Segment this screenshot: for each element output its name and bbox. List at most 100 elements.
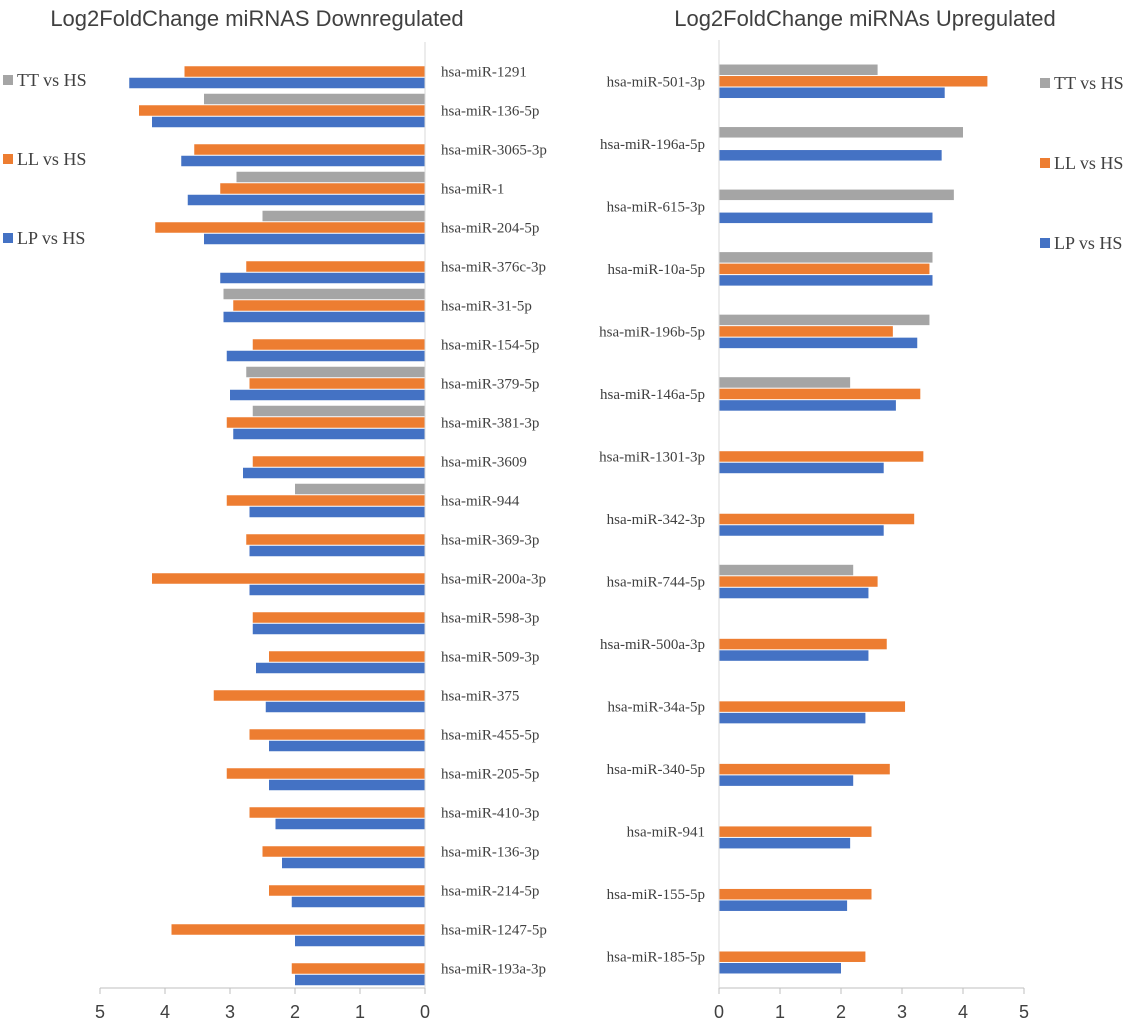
left-legend: TT vs HS LL vs HS LP vs HS bbox=[3, 70, 87, 248]
bar-lp-vs-hs-hsa-mir-196b-5p bbox=[719, 337, 918, 349]
category-label-hsa-mir-136-3p: hsa-miR-136-3p bbox=[441, 845, 539, 861]
right-x-ticks: 0 1 2 3 4 5 bbox=[714, 988, 1029, 1022]
bar-lp-vs-hs-hsa-mir-500a-3p bbox=[719, 650, 869, 661]
bar-lp-vs-hs-hsa-mir-154-5p bbox=[226, 350, 425, 362]
bar-ll-vs-hs-hsa-mir-3609 bbox=[252, 456, 425, 467]
bar-lp-vs-hs-hsa-mir-155-5p bbox=[719, 900, 848, 911]
category-label-hsa-mir-214-5p: hsa-miR-214-5p bbox=[441, 884, 539, 900]
bar-lp-vs-hs-hsa-mir-10a-5p bbox=[719, 275, 933, 286]
bar-tt-vs-hs-hsa-mir-10a-5p bbox=[719, 252, 933, 263]
x-tick-label-2: 2 bbox=[836, 1002, 846, 1022]
legend-label-lp-vs-hs: LP vs HS bbox=[1054, 233, 1122, 253]
bar-lp-vs-hs-hsa-mir-200a-3p bbox=[249, 584, 425, 596]
bar-tt-vs-hs-hsa-mir-1 bbox=[236, 171, 425, 183]
category-label-hsa-mir-1: hsa-miR-1 bbox=[441, 182, 504, 198]
legend-swatch-lp-vs-hs bbox=[3, 233, 13, 243]
category-label-hsa-mir-155-5p: hsa-miR-155-5p bbox=[607, 887, 705, 903]
bar-ll-vs-hs-hsa-mir-375 bbox=[213, 690, 425, 701]
x-tick-label-0: 0 bbox=[420, 1002, 430, 1022]
category-label-hsa-mir-744-5p: hsa-miR-744-5p bbox=[607, 575, 705, 591]
bar-tt-vs-hs-hsa-mir-501-3p bbox=[719, 64, 878, 76]
bar-lp-vs-hs-hsa-mir-501-3p bbox=[719, 87, 945, 99]
bar-ll-vs-hs-hsa-mir-196b-5p bbox=[719, 326, 893, 337]
bar-lp-vs-hs-hsa-mir-1291 bbox=[129, 77, 425, 89]
category-label-hsa-mir-615-3p: hsa-miR-615-3p bbox=[607, 199, 705, 215]
bar-ll-vs-hs-hsa-mir-455-5p bbox=[249, 729, 425, 740]
bar-lp-vs-hs-hsa-mir-204-5p bbox=[204, 233, 425, 245]
category-label-hsa-mir-340-5p: hsa-miR-340-5p bbox=[607, 762, 705, 778]
bar-tt-vs-hs-hsa-mir-196a-5p bbox=[719, 127, 963, 138]
bar-ll-vs-hs-hsa-mir-204-5p bbox=[155, 222, 425, 233]
category-label-hsa-mir-501-3p: hsa-miR-501-3p bbox=[607, 74, 705, 90]
category-label-hsa-mir-381-3p: hsa-miR-381-3p bbox=[441, 416, 539, 432]
bar-ll-vs-hs-hsa-mir-193a-3p bbox=[291, 963, 425, 974]
bar-lp-vs-hs-hsa-mir-376c-3p bbox=[220, 272, 425, 284]
left-category-labels: hsa-miR-1291 hsa-miR-136-5p hsa-miR-3065-3… bbox=[441, 65, 547, 978]
bar-lp-vs-hs-hsa-mir-193a-3p bbox=[295, 974, 425, 986]
bar-lp-vs-hs-hsa-mir-146a-5p bbox=[719, 400, 896, 411]
category-label-hsa-mir-3065-3p: hsa-miR-3065-3p bbox=[441, 143, 547, 159]
bar-lp-vs-hs-hsa-mir-3609 bbox=[243, 467, 425, 479]
bar-ll-vs-hs-hsa-mir-369-3p bbox=[246, 534, 425, 545]
category-label-hsa-mir-375: hsa-miR-375 bbox=[441, 689, 519, 705]
bar-ll-vs-hs-hsa-mir-376c-3p bbox=[246, 261, 425, 272]
bar-ll-vs-hs-hsa-mir-598-3p bbox=[252, 612, 425, 623]
bar-lp-vs-hs-hsa-mir-615-3p bbox=[719, 212, 933, 224]
legend-label-tt-vs-hs: TT vs HS bbox=[17, 70, 87, 90]
bar-ll-vs-hs-hsa-mir-340-5p bbox=[719, 763, 890, 775]
x-tick-label-1: 1 bbox=[355, 1002, 365, 1022]
x-tick-label-3: 3 bbox=[225, 1002, 235, 1022]
category-label-hsa-mir-204-5p: hsa-miR-204-5p bbox=[441, 221, 539, 237]
legend-swatch-tt-vs-hs bbox=[1040, 78, 1050, 88]
bar-ll-vs-hs-hsa-mir-379-5p bbox=[249, 378, 425, 389]
left-plot-area: hsa-miR-1291 hsa-miR-136-5p hsa-miR-3065-3… bbox=[3, 42, 547, 1022]
category-label-hsa-mir-1247-5p: hsa-miR-1247-5p bbox=[441, 923, 547, 939]
bar-lp-vs-hs-hsa-mir-744-5p bbox=[719, 587, 869, 599]
category-label-hsa-mir-31-5p: hsa-miR-31-5p bbox=[441, 299, 532, 315]
bar-lp-vs-hs-hsa-mir-196a-5p bbox=[719, 150, 942, 161]
left-bars bbox=[129, 66, 425, 986]
category-label-hsa-mir-509-3p: hsa-miR-509-3p bbox=[441, 650, 539, 666]
bar-lp-vs-hs-hsa-mir-342-3p bbox=[719, 525, 884, 536]
bar-lp-vs-hs-hsa-mir-598-3p bbox=[252, 623, 425, 635]
bar-ll-vs-hs-hsa-mir-34a-5p bbox=[719, 701, 906, 712]
bar-tt-vs-hs-hsa-mir-136-5p bbox=[204, 93, 425, 105]
category-label-hsa-mir-200a-3p: hsa-miR-200a-3p bbox=[441, 572, 546, 588]
bar-lp-vs-hs-hsa-mir-1 bbox=[187, 194, 425, 206]
bar-ll-vs-hs-hsa-mir-941 bbox=[719, 826, 872, 837]
bar-tt-vs-hs-hsa-mir-381-3p bbox=[252, 405, 425, 417]
x-tick-label-4: 4 bbox=[958, 1002, 968, 1022]
bar-ll-vs-hs-hsa-mir-214-5p bbox=[269, 885, 425, 896]
category-label-hsa-mir-598-3p: hsa-miR-598-3p bbox=[441, 611, 539, 627]
bar-ll-vs-hs-hsa-mir-155-5p bbox=[719, 888, 872, 900]
bar-lp-vs-hs-hsa-mir-1247-5p bbox=[295, 935, 425, 947]
bar-lp-vs-hs-hsa-mir-214-5p bbox=[291, 896, 425, 908]
bar-ll-vs-hs-hsa-mir-146a-5p bbox=[719, 388, 921, 400]
legend-label-ll-vs-hs: LL vs HS bbox=[17, 149, 86, 169]
bar-tt-vs-hs-hsa-mir-379-5p bbox=[246, 366, 425, 378]
category-label-hsa-mir-136-5p: hsa-miR-136-5p bbox=[441, 104, 539, 120]
category-label-hsa-mir-455-5p: hsa-miR-455-5p bbox=[441, 728, 539, 744]
bar-ll-vs-hs-hsa-mir-154-5p bbox=[252, 339, 425, 350]
bar-ll-vs-hs-hsa-mir-1 bbox=[220, 183, 425, 194]
category-label-hsa-mir-205-5p: hsa-miR-205-5p bbox=[441, 767, 539, 783]
bar-lp-vs-hs-hsa-mir-31-5p bbox=[223, 311, 425, 323]
bar-lp-vs-hs-hsa-mir-1301-3p bbox=[719, 462, 884, 474]
bar-ll-vs-hs-hsa-mir-185-5p bbox=[719, 951, 866, 962]
legend-swatch-lp-vs-hs bbox=[1040, 238, 1050, 248]
category-label-hsa-mir-944: hsa-miR-944 bbox=[441, 494, 520, 510]
category-label-hsa-mir-379-5p: hsa-miR-379-5p bbox=[441, 377, 539, 393]
bar-ll-vs-hs-hsa-mir-744-5p bbox=[719, 576, 878, 587]
right-legend: TT vs HS LL vs HS LP vs HS bbox=[1040, 73, 1124, 253]
category-label-hsa-mir-154-5p: hsa-miR-154-5p bbox=[441, 338, 539, 354]
bar-ll-vs-hs-hsa-mir-381-3p bbox=[226, 417, 425, 428]
right-bars bbox=[719, 64, 988, 974]
category-label-hsa-mir-146a-5p: hsa-miR-146a-5p bbox=[600, 387, 705, 403]
bar-ll-vs-hs-hsa-mir-410-3p bbox=[249, 807, 425, 818]
bar-ll-vs-hs-hsa-mir-501-3p bbox=[719, 76, 988, 87]
bar-lp-vs-hs-hsa-mir-944 bbox=[249, 506, 425, 518]
bar-ll-vs-hs-hsa-mir-1291 bbox=[184, 66, 425, 77]
category-label-hsa-mir-941: hsa-miR-941 bbox=[627, 825, 705, 841]
bar-ll-vs-hs-hsa-mir-31-5p bbox=[233, 300, 425, 311]
